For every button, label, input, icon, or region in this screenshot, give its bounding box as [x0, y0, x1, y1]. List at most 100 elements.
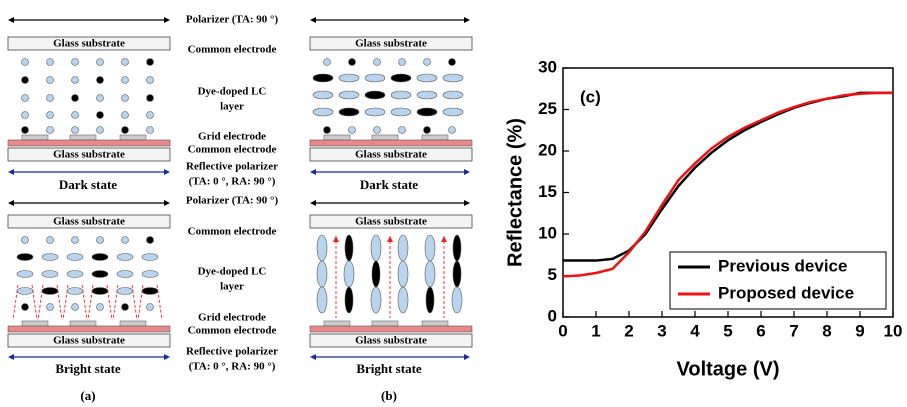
lc-molecule — [21, 303, 29, 311]
lc-molecule — [71, 236, 79, 244]
lc-molecule — [146, 76, 154, 84]
lc-molecule — [316, 260, 328, 288]
x-tick-label: 5 — [723, 321, 732, 340]
lc-molecule — [71, 76, 79, 84]
x-tick-label: 10 — [884, 321, 903, 340]
glass-substrate-label: Glass substrate — [355, 216, 427, 228]
lc-molecule — [91, 270, 109, 278]
lc-molecule — [96, 94, 104, 102]
lc-molecule — [116, 287, 134, 295]
lc-molecule — [423, 58, 431, 66]
lc-molecule — [390, 107, 412, 117]
glass-substrate — [7, 333, 171, 348]
x-tick-label: 8 — [822, 321, 831, 340]
x-tick-label: 3 — [657, 321, 666, 340]
lc-molecule — [46, 58, 54, 66]
lc-molecule — [16, 270, 34, 278]
lc-molecule — [46, 76, 54, 84]
x-tick-label: 4 — [690, 321, 700, 340]
glass-substrate — [309, 147, 473, 162]
lc-molecule — [91, 287, 109, 295]
lc-molecule — [425, 286, 435, 314]
lc-molecule — [323, 58, 331, 66]
lc-molecule — [390, 90, 412, 100]
lc-molecule — [398, 58, 406, 66]
lc-molecule — [442, 73, 464, 83]
state-label: Dark state — [59, 177, 117, 192]
lc-molecule — [46, 236, 54, 244]
lc-molecule — [41, 287, 59, 295]
common-electrode — [309, 325, 473, 333]
lc-molecule — [71, 58, 79, 66]
lc-molecule — [451, 286, 463, 314]
lc-molecule — [397, 234, 409, 262]
common-electrode-label: Common electrode — [188, 226, 277, 238]
grid-electrode — [119, 134, 147, 141]
lc-molecule — [370, 286, 382, 314]
lc-molecule — [397, 286, 409, 314]
lc-molecule — [21, 58, 29, 66]
y-tick-label: 30 — [538, 57, 557, 76]
lc-molecule — [46, 303, 54, 311]
lc-molecule — [343, 260, 355, 288]
lc-molecule — [312, 73, 334, 83]
glass-substrate-label: Glass substrate — [355, 335, 427, 347]
lc-molecule — [16, 287, 34, 295]
lc-molecule — [66, 287, 84, 295]
lc-molecule — [364, 90, 386, 100]
lc-molecule — [452, 260, 462, 288]
lc-molecule — [21, 126, 29, 134]
lc-molecule — [121, 94, 129, 102]
reflective-polarizer-label: (TA: 0 °, RA: 90 °) — [189, 176, 276, 188]
series-line — [563, 91, 893, 262]
y-tick-label: 0 — [548, 306, 557, 325]
series-line — [562, 91, 893, 278]
glass-substrate-label: Glass substrate — [53, 216, 125, 228]
glass-substrate — [309, 333, 473, 348]
lc-layer-label: layer — [220, 101, 244, 113]
lc-molecule — [316, 286, 328, 314]
grid-electrode — [371, 134, 399, 141]
grid-electrode — [21, 320, 49, 327]
lc-molecule — [21, 111, 29, 119]
lc-molecule — [96, 76, 104, 84]
lc-molecule — [348, 126, 356, 134]
x-axis-label: Voltage (V) — [677, 358, 780, 380]
light-head — [441, 236, 447, 242]
lc-molecule — [146, 111, 154, 119]
lc-molecule — [46, 94, 54, 102]
lc-molecule — [121, 236, 129, 244]
light-head — [333, 236, 339, 242]
lc-molecule — [398, 126, 406, 134]
lc-molecule — [452, 234, 462, 262]
lc-molecule — [146, 303, 154, 311]
common-electrode — [7, 325, 171, 333]
lc-molecule — [121, 111, 129, 119]
lc-molecule — [96, 111, 104, 119]
lc-molecule — [21, 236, 29, 244]
lc-molecule — [338, 90, 360, 100]
grid-electrode — [21, 134, 49, 141]
lc-molecule — [344, 286, 354, 314]
light-path — [62, 284, 88, 321]
lc-molecule — [146, 236, 154, 244]
lc-molecule — [66, 253, 84, 261]
lc-molecule — [416, 90, 438, 100]
x-tick-label: 2 — [624, 321, 633, 340]
grid-electrode — [421, 320, 449, 327]
y-tick-label: 15 — [538, 182, 557, 201]
lc-molecule — [71, 111, 79, 119]
lc-molecule — [146, 94, 154, 102]
common-electrode — [7, 139, 171, 147]
grid-electrode — [421, 134, 449, 141]
light-head — [387, 236, 393, 242]
glass-substrate-label: Glass substrate — [53, 38, 125, 50]
lc-molecule — [121, 126, 129, 134]
annotation: (c) — [580, 87, 601, 106]
x-tick-label: 1 — [591, 321, 600, 340]
lc-molecule — [141, 287, 159, 295]
lc-molecule — [364, 107, 386, 117]
grid-electrode-label: Grid electrode — [198, 131, 266, 143]
light-path — [137, 284, 163, 321]
lc-molecule — [141, 253, 159, 261]
